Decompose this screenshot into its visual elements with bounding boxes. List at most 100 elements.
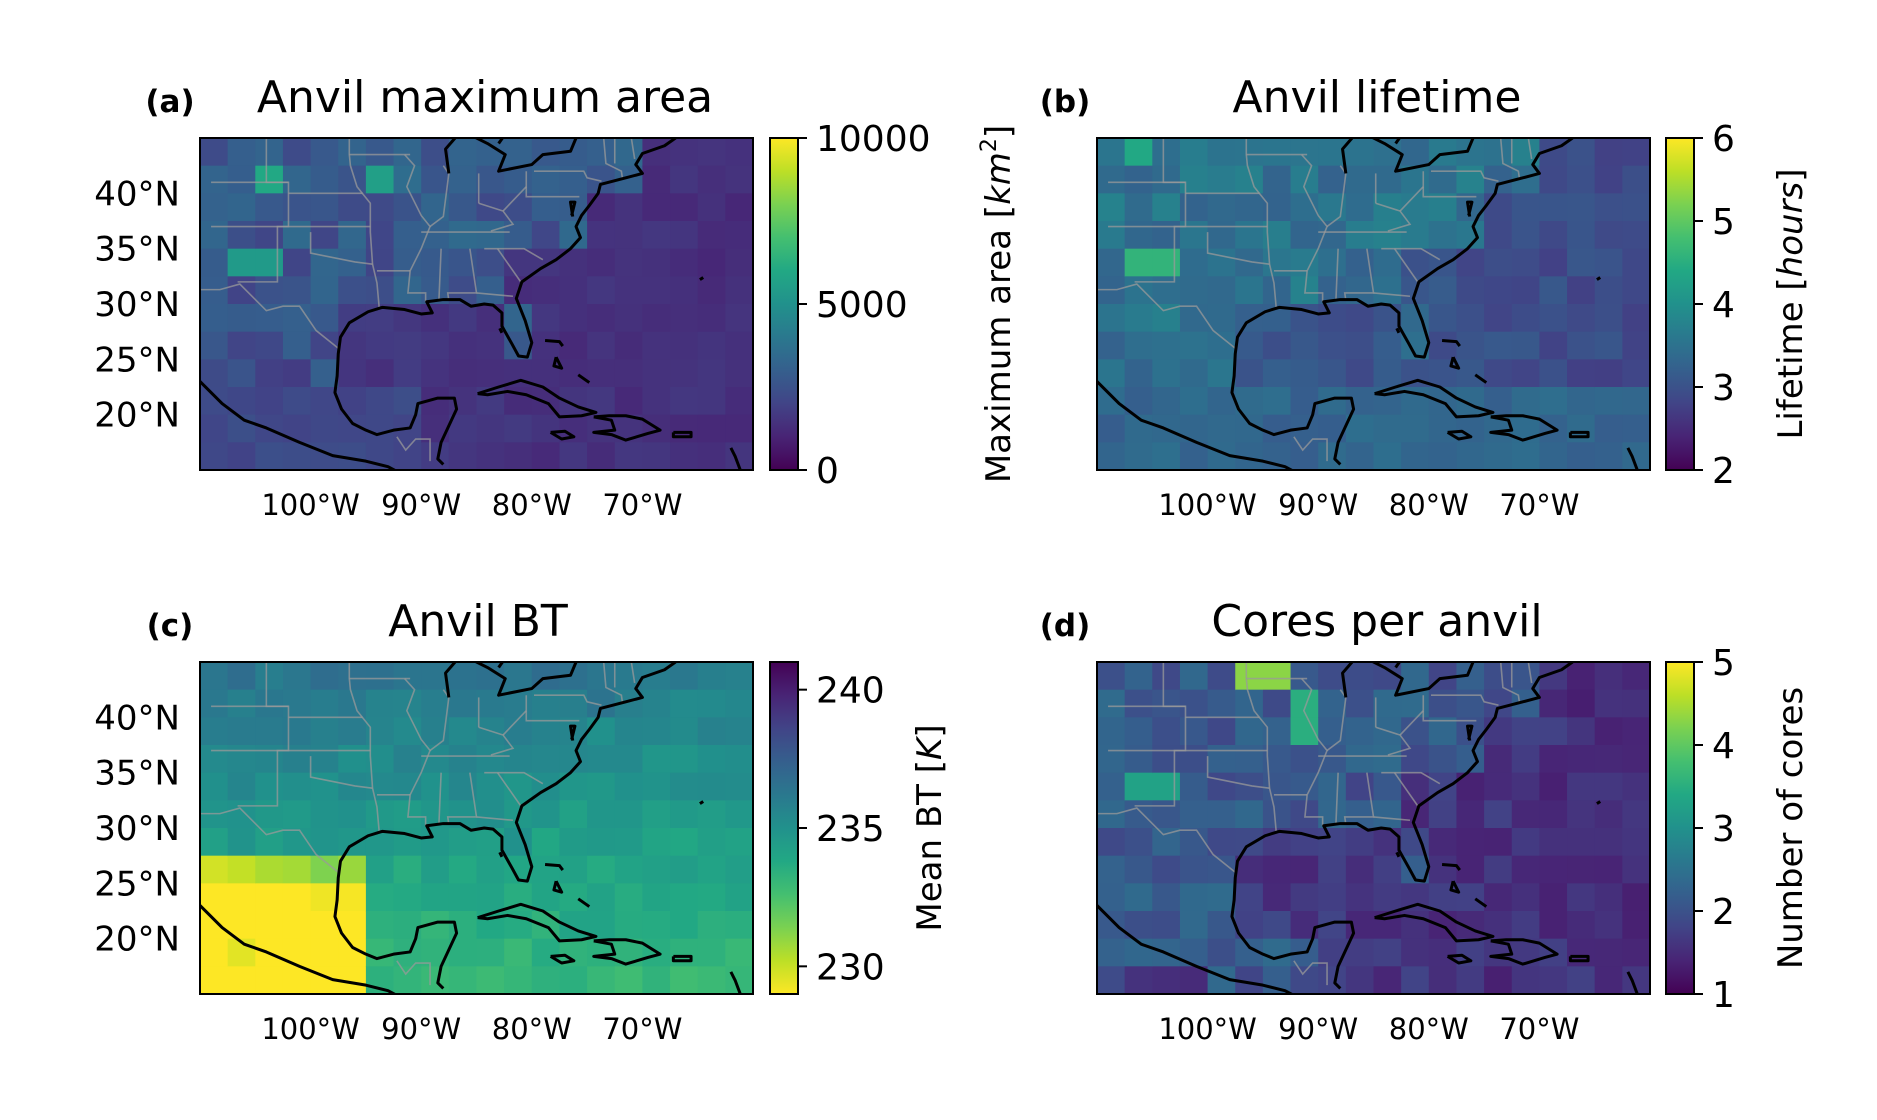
grid-cell bbox=[614, 828, 643, 857]
grid-cell bbox=[1179, 221, 1209, 250]
state-border bbox=[200, 283, 339, 349]
state-border bbox=[396, 960, 431, 986]
grid-cell bbox=[1152, 828, 1181, 857]
grid-cell bbox=[1179, 717, 1209, 746]
grid-cell bbox=[255, 689, 284, 718]
grid-cell bbox=[255, 717, 284, 746]
coastline bbox=[592, 414, 662, 442]
map-frame bbox=[199, 137, 754, 471]
grid-cell bbox=[1484, 828, 1513, 857]
grid-cell bbox=[282, 745, 312, 774]
grid-cell bbox=[670, 883, 699, 912]
grid-cell bbox=[282, 331, 312, 360]
grid-cell bbox=[338, 717, 367, 746]
grid-cell bbox=[670, 938, 699, 967]
grid-cell bbox=[1345, 662, 1375, 691]
lat-label: 35°N bbox=[94, 754, 180, 794]
grid-cell bbox=[1594, 966, 1623, 994]
grid-cell bbox=[1428, 745, 1458, 774]
lon-label: 70°W bbox=[602, 488, 682, 522]
grid-cell bbox=[642, 883, 671, 912]
state-border bbox=[404, 154, 431, 302]
grid-cell bbox=[1152, 800, 1181, 829]
grid-cell bbox=[1124, 331, 1153, 360]
grid-cell bbox=[393, 883, 422, 912]
grid-cell bbox=[365, 138, 395, 167]
grid-cell bbox=[1097, 276, 1126, 305]
grid-cell bbox=[1594, 248, 1623, 277]
state-border bbox=[446, 772, 478, 825]
grid-cell bbox=[587, 276, 616, 305]
grid-cell bbox=[1484, 331, 1513, 360]
grid-cell bbox=[227, 662, 256, 691]
grid-cell bbox=[1511, 745, 1540, 774]
grid-cell bbox=[282, 938, 312, 967]
coastline bbox=[544, 339, 564, 347]
grid-cell bbox=[1152, 387, 1181, 416]
grid-cell bbox=[1622, 883, 1650, 912]
state-border bbox=[438, 772, 442, 825]
grid-cell bbox=[697, 331, 726, 360]
grid-cell bbox=[1428, 717, 1458, 746]
grid-cell bbox=[1511, 442, 1540, 470]
grid-cell bbox=[200, 772, 229, 801]
grid-cell bbox=[200, 911, 229, 940]
grid-cell bbox=[448, 442, 478, 470]
grid-cell bbox=[255, 855, 284, 884]
grid-cell bbox=[614, 717, 643, 746]
state-border bbox=[1499, 138, 1521, 180]
grid-cell bbox=[338, 138, 367, 167]
grid-cell bbox=[1594, 221, 1623, 250]
grid-cell bbox=[1567, 828, 1596, 857]
grid-cell bbox=[338, 276, 367, 305]
grid-cell bbox=[1345, 745, 1375, 774]
grid-cell bbox=[255, 800, 284, 829]
grid-cell bbox=[200, 662, 229, 691]
grid-cell bbox=[1511, 193, 1540, 222]
grid-cell bbox=[1539, 745, 1568, 774]
panel-title: Anvil maximum area bbox=[257, 72, 713, 123]
grid-cell bbox=[1539, 800, 1568, 829]
grid-cell bbox=[1567, 221, 1596, 250]
coastline bbox=[1568, 430, 1590, 439]
grid-cell bbox=[1318, 165, 1347, 194]
grid-cell bbox=[1235, 745, 1264, 774]
grid-cell bbox=[1179, 387, 1209, 416]
grid-cell bbox=[1567, 689, 1596, 718]
grid-cell bbox=[310, 717, 339, 746]
grid-cell bbox=[448, 165, 478, 194]
grid-cell bbox=[310, 745, 339, 774]
grid-cell bbox=[227, 138, 256, 167]
grid-cell bbox=[1318, 745, 1347, 774]
grid-cell bbox=[1207, 883, 1236, 912]
grid-cell bbox=[282, 966, 312, 994]
grid-cell bbox=[504, 442, 533, 470]
grid-cell bbox=[614, 359, 643, 388]
grid-cell bbox=[1373, 414, 1402, 443]
grid-cell bbox=[365, 800, 395, 829]
grid-cell bbox=[1097, 800, 1126, 829]
grid-cell bbox=[338, 331, 367, 360]
grid-cell bbox=[642, 855, 671, 884]
grid-cell bbox=[1622, 828, 1650, 857]
grid-cell bbox=[338, 221, 367, 250]
grid-cell bbox=[310, 689, 339, 718]
grid-cell bbox=[559, 828, 588, 857]
state-border bbox=[476, 816, 514, 822]
grid-cell bbox=[1511, 387, 1540, 416]
grid-cell bbox=[1456, 165, 1485, 194]
state-border bbox=[348, 138, 380, 308]
coastline bbox=[1341, 138, 1355, 174]
grid-cell bbox=[614, 248, 643, 277]
grid-cell bbox=[1622, 221, 1650, 250]
grid-cell bbox=[1097, 772, 1126, 801]
grid-cell bbox=[282, 359, 312, 388]
grid-cell bbox=[504, 772, 533, 801]
grid-cell bbox=[1235, 331, 1264, 360]
grid-cell bbox=[1262, 414, 1292, 443]
grid-cell bbox=[1290, 248, 1319, 277]
lon-label: 90°W bbox=[1278, 1012, 1358, 1046]
grid-cell bbox=[310, 414, 339, 443]
grid-cell bbox=[365, 276, 395, 305]
